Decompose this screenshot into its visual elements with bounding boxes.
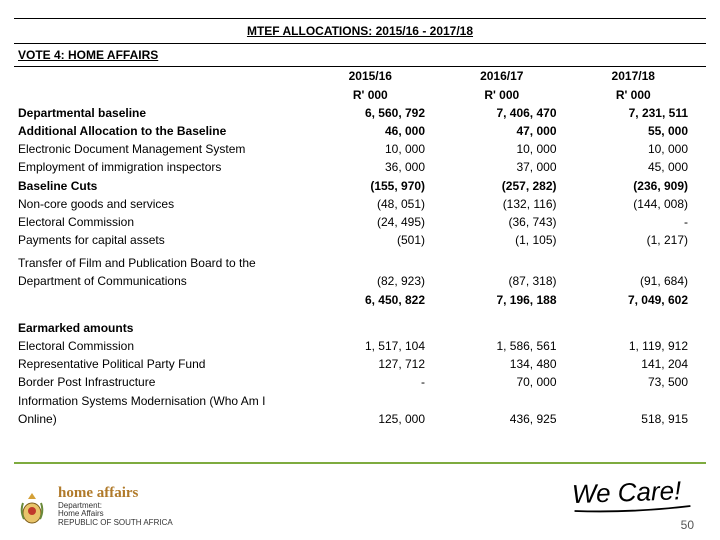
transfer-v2: (87, 318) [443, 272, 574, 290]
coat-of-arms-icon [14, 489, 50, 525]
we-care-slogan: We Care! [571, 475, 692, 514]
table-row: Electoral Commission(24, 495)(36, 743)- [14, 213, 706, 231]
footer-divider [14, 462, 706, 464]
col-unit-3: R' 000 [575, 86, 707, 104]
row-value: 127, 712 [312, 355, 443, 373]
transfer-row-1: Transfer of Film and Publication Board t… [14, 249, 706, 272]
row-value: - [575, 213, 707, 231]
table-subtitle: VOTE 4: HOME AFFAIRS [14, 44, 706, 67]
row-value: (144, 008) [575, 195, 707, 213]
row-value: 55, 000 [575, 122, 707, 140]
earmarked-header-row: Earmarked amounts [14, 319, 706, 337]
subtotal-v2: 7, 196, 188 [443, 291, 574, 309]
transfer-label-2: Department of Communications [14, 272, 312, 290]
row-value: (132, 116) [443, 195, 574, 213]
row-label: Electronic Document Management System [14, 140, 312, 158]
unit-header-row: R' 000 R' 000 R' 000 [14, 86, 706, 104]
table-row: Border Post Infrastructure-70, 00073, 50… [14, 373, 706, 391]
transfer-label-1: Transfer of Film and Publication Board t… [14, 249, 312, 272]
table-row: Baseline Cuts(155, 970)(257, 282)(236, 9… [14, 177, 706, 195]
table-row: Electoral Commission1, 517, 1041, 586, 5… [14, 337, 706, 355]
we-care-text: We Care! [571, 475, 681, 509]
table-row: Non-core goods and services(48, 051)(132… [14, 195, 706, 213]
row-value: (236, 909) [575, 177, 707, 195]
col-year-2: 2016/17 [443, 67, 574, 86]
table-row: Employment of immigration inspectors36, … [14, 158, 706, 176]
table-row: Departmental baseline6, 560, 7927, 406, … [14, 104, 706, 122]
col-unit-1: R' 000 [312, 86, 443, 104]
row-label: Border Post Infrastructure [14, 373, 312, 391]
row-value: 1, 119, 912 [575, 337, 707, 355]
row-value: (501) [312, 231, 443, 249]
allocations-table-wrap: MTEF ALLOCATIONS: 2015/16 - 2017/18 VOTE… [0, 0, 720, 428]
col-year-1: 2015/16 [312, 67, 443, 86]
ism-row-2: Online) 125, 000 436, 925 518, 915 [14, 410, 706, 428]
row-value: 141, 204 [575, 355, 707, 373]
row-value: 36, 000 [312, 158, 443, 176]
row-value: 46, 000 [312, 122, 443, 140]
transfer-v1: (82, 923) [312, 272, 443, 290]
row-label: Non-core goods and services [14, 195, 312, 213]
logo-dept-3: REPUBLIC OF SOUTH AFRICA [58, 519, 173, 528]
ism-v1: 125, 000 [312, 410, 443, 428]
transfer-row-2: Department of Communications (82, 923) (… [14, 272, 706, 290]
row-value: (48, 051) [312, 195, 443, 213]
col-year-3: 2017/18 [575, 67, 707, 86]
row-label: Additional Allocation to the Baseline [14, 122, 312, 140]
row-value: (1, 105) [443, 231, 574, 249]
ism-label-1: Information Systems Modernisation (Who A… [14, 392, 312, 410]
row-value: 7, 406, 470 [443, 104, 574, 122]
row-label: Baseline Cuts [14, 177, 312, 195]
row-value: 37, 000 [443, 158, 574, 176]
row-label: Payments for capital assets [14, 231, 312, 249]
table-row: Electronic Document Management System10,… [14, 140, 706, 158]
ism-row-1: Information Systems Modernisation (Who A… [14, 392, 706, 410]
row-value: (36, 743) [443, 213, 574, 231]
row-value: 1, 517, 104 [312, 337, 443, 355]
dept-logo: home affairs Department: Home Affairs RE… [14, 485, 173, 528]
logo-brand: home affairs [58, 485, 173, 502]
table-row: Additional Allocation to the Baseline46,… [14, 122, 706, 140]
table-subtitle-row: VOTE 4: HOME AFFAIRS [14, 44, 706, 67]
row-value: 47, 000 [443, 122, 574, 140]
row-label: Employment of immigration inspectors [14, 158, 312, 176]
row-label: Electoral Commission [14, 213, 312, 231]
row-value: 73, 500 [575, 373, 707, 391]
allocations-table: MTEF ALLOCATIONS: 2015/16 - 2017/18 VOTE… [14, 18, 706, 428]
table-title-row: MTEF ALLOCATIONS: 2015/16 - 2017/18 [14, 19, 706, 44]
earmarked-label: Earmarked amounts [14, 319, 312, 337]
row-value: 10, 000 [443, 140, 574, 158]
logo-text: home affairs Department: Home Affairs RE… [58, 485, 173, 528]
page-footer: home affairs Department: Home Affairs RE… [0, 462, 720, 540]
row-value: 45, 000 [575, 158, 707, 176]
ism-v2: 436, 925 [443, 410, 574, 428]
row-value: - [312, 373, 443, 391]
subtotal-v1: 6, 450, 822 [312, 291, 443, 309]
row-value: 7, 231, 511 [575, 104, 707, 122]
row-value: (155, 970) [312, 177, 443, 195]
row-label: Electoral Commission [14, 337, 312, 355]
row-label: Departmental baseline [14, 104, 312, 122]
page-number: 50 [681, 518, 694, 532]
row-value: (257, 282) [443, 177, 574, 195]
row-value: 6, 560, 792 [312, 104, 443, 122]
subtotal-v3: 7, 049, 602 [575, 291, 707, 309]
col-unit-2: R' 000 [443, 86, 574, 104]
row-value: 134, 480 [443, 355, 574, 373]
year-header-row: 2015/16 2016/17 2017/18 [14, 67, 706, 86]
row-value: 70, 000 [443, 373, 574, 391]
row-value: (24, 495) [312, 213, 443, 231]
table-row: Representative Political Party Fund127, … [14, 355, 706, 373]
row-value: 10, 000 [312, 140, 443, 158]
subtotal-row: 6, 450, 822 7, 196, 188 7, 049, 602 [14, 291, 706, 309]
table-row: Payments for capital assets(501)(1, 105)… [14, 231, 706, 249]
transfer-v3: (91, 684) [575, 272, 707, 290]
table-title: MTEF ALLOCATIONS: 2015/16 - 2017/18 [14, 19, 706, 44]
ism-v3: 518, 915 [575, 410, 707, 428]
row-value: 10, 000 [575, 140, 707, 158]
row-label: Representative Political Party Fund [14, 355, 312, 373]
row-value: (1, 217) [575, 231, 707, 249]
row-value: 1, 586, 561 [443, 337, 574, 355]
ism-label-2: Online) [14, 410, 312, 428]
